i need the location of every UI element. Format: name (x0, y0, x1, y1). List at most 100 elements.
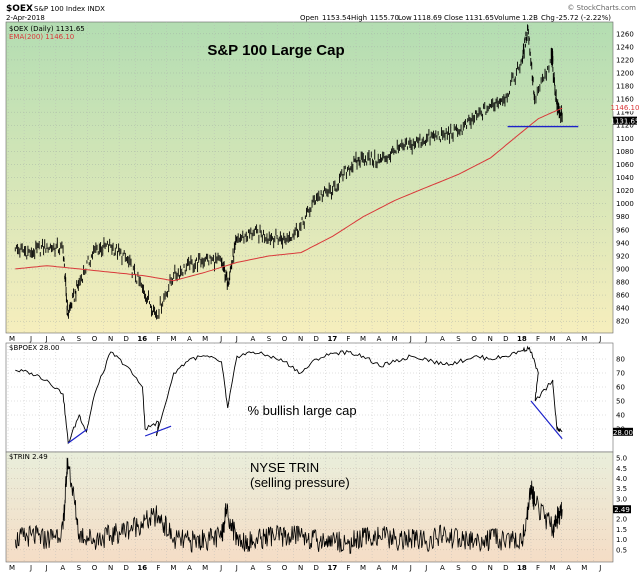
x-tick-label: 16 (137, 335, 147, 343)
price-last-ema: 1146.10 (611, 103, 640, 112)
trin-y-tick: 1.0 (616, 536, 627, 544)
x-tick-label: D (503, 335, 508, 343)
x-tick-label-bottom: N (488, 564, 493, 572)
x-tick-label: S (267, 335, 272, 343)
x-tick-label: F (536, 335, 540, 343)
trin-y-tick: 3.0 (616, 495, 627, 503)
bp-last-value: 28.00 (613, 427, 633, 437)
x-tick-label-bottom: A (440, 564, 445, 572)
x-tick-label: F (156, 335, 160, 343)
x-tick-label: J (235, 335, 238, 343)
close-label: Close (444, 14, 463, 22)
trin-last-value: 2.49 (613, 505, 631, 514)
x-tick-label-bottom: M (9, 564, 15, 572)
price-last-close: 1131.65 (611, 116, 639, 126)
volume-value: 1.2B (522, 14, 538, 22)
bp-last-value-text: 28.00 (613, 429, 633, 437)
x-tick-label: M (360, 335, 366, 343)
price-y-tick: 1240 (616, 43, 634, 51)
x-tick-label-bottom: J (409, 564, 412, 572)
x-tick-label: N (488, 335, 493, 343)
bp-panel-title: % bullish large cap (247, 403, 356, 418)
bp-y-tick: 70 (616, 370, 625, 378)
x-tick-label: S (77, 335, 82, 343)
price-y-tick: 820 (616, 318, 629, 326)
trin-y-tick: 4.5 (616, 465, 627, 473)
price-bars (14, 24, 563, 320)
x-tick-label-bottom: M (170, 564, 176, 572)
price-y-tick: 840 (616, 305, 629, 313)
x-tick-label: O (282, 335, 288, 343)
x-tick-label-bottom: A (187, 564, 192, 572)
high-label: High (351, 14, 367, 22)
x-tick-label-bottom: D (503, 564, 508, 572)
price-y-tick: 980 (616, 213, 629, 221)
x-tick-label: N (108, 335, 113, 343)
price-y-tick: 880 (616, 279, 629, 287)
x-tick-label: D (123, 335, 128, 343)
price-y-tick: 1120 (616, 122, 634, 130)
x-tick-label-bottom: M (202, 564, 208, 572)
price-panel-title: S&P 100 Large Cap (207, 42, 344, 59)
bp-trendline (530, 400, 563, 440)
x-tick-label: O (92, 335, 98, 343)
low-value: 1118.69 (413, 14, 442, 22)
grid-lines (7, 22, 608, 562)
header-ohlc: Open 1153.54 High 1155.70 Low 1118.69 Cl… (300, 14, 611, 22)
x-tick-label-bottom: M (550, 564, 556, 572)
trin-line (14, 457, 563, 554)
x-tick-label-bottom: A (60, 564, 65, 572)
price-y-tick: 960 (616, 226, 629, 234)
axis-ticks: 820 840 860 880 900 920 940 960 980 1000 1020 1040 1… (9, 30, 634, 572)
x-tick-label-bottom: D (314, 564, 319, 572)
x-tick-label-bottom: D (123, 564, 128, 572)
ema-last-value: 1146.10 (611, 104, 640, 112)
low-label: Low (398, 14, 412, 22)
price-y-tick: 1160 (616, 96, 634, 104)
x-tick-label-bottom: N (108, 564, 113, 572)
x-tick-label: A (377, 335, 382, 343)
x-tick-label-bottom: J (29, 564, 32, 572)
x-tick-label: D (314, 335, 319, 343)
x-tick-label-bottom: J (45, 564, 48, 572)
x-tick-label-bottom: M (360, 564, 366, 572)
x-tick-label-bottom: N (298, 564, 303, 572)
bp-y-tick: 50 (616, 398, 625, 406)
x-tick-label-bottom: S (456, 564, 461, 572)
x-tick-label: M (550, 335, 556, 343)
trin-legend: $TRIN 2.49 (9, 453, 48, 461)
chg-label: Chg (541, 14, 555, 22)
x-tick-label: A (187, 335, 192, 343)
x-tick-label-bottom: J (424, 564, 427, 572)
price-y-tick: 1140 (616, 109, 634, 117)
x-tick-label: S (456, 335, 461, 343)
x-tick-label-bottom: O (282, 564, 288, 572)
price-y-tick: 1020 (616, 187, 634, 195)
trin-y-tick: 0.5 (616, 546, 627, 554)
x-tick-label-bottom: S (267, 564, 272, 572)
x-tick-label: M (9, 335, 15, 343)
series-layer (14, 24, 579, 554)
x-tick-label: J (598, 335, 601, 343)
bp-y-tick: 40 (616, 412, 625, 420)
trin-y-tick: 1.5 (616, 526, 627, 534)
price-y-tick: 900 (616, 265, 629, 273)
x-tick-label: A (250, 335, 255, 343)
x-tick-label: A (440, 335, 445, 343)
price-y-tick: 1260 (616, 30, 634, 38)
price-y-tick: 1100 (616, 135, 634, 143)
x-tick-label-bottom: F (536, 564, 540, 572)
header-name: S&P 100 Index INDX (34, 5, 105, 13)
x-tick-label-bottom: 18 (517, 564, 527, 572)
ema-200-line (15, 107, 563, 282)
x-tick-label: F (346, 335, 350, 343)
x-tick-label-bottom: 16 (137, 564, 147, 572)
x-tick-label: O (471, 335, 477, 343)
open-value: 1153.54 (322, 14, 351, 22)
x-tick-label: J (424, 335, 427, 343)
x-tick-label-bottom: J (598, 564, 601, 572)
trin-y-tick: 2.0 (616, 516, 627, 524)
bpoex-line (15, 345, 563, 445)
watermark: © StockCharts.com (567, 4, 636, 12)
x-tick-label: M (170, 335, 176, 343)
